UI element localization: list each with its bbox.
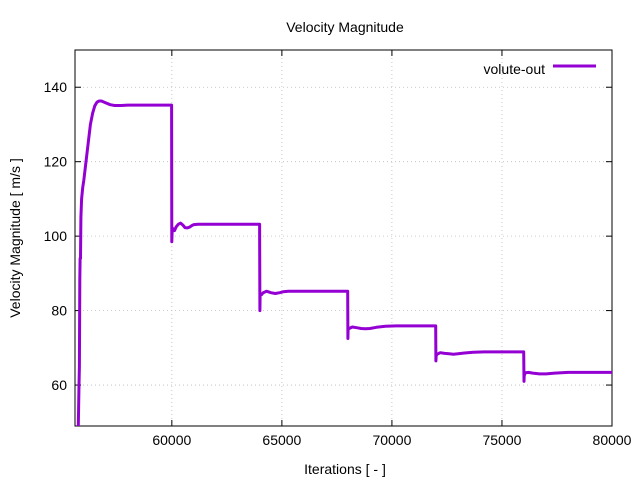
y-tick-label: 120 bbox=[44, 154, 68, 170]
y-axis-label: Velocity Magnitude [ m/s ] bbox=[7, 158, 23, 318]
y-tick-label: 60 bbox=[51, 377, 67, 393]
legend-label-volute-out: volute-out bbox=[484, 61, 546, 77]
axis-ticks: 60000 65000 70000 75000 80000 60 80 100 120 140 bbox=[44, 50, 632, 448]
x-axis-label: Iterations [ - ] bbox=[304, 461, 386, 477]
y-tick-label: 140 bbox=[44, 79, 68, 95]
x-tick-label: 65000 bbox=[262, 432, 301, 448]
series-line-volute-out bbox=[76, 99, 612, 427]
legend: volute-out bbox=[484, 61, 596, 77]
x-tick-label: 75000 bbox=[482, 432, 521, 448]
y-tick-label: 100 bbox=[44, 228, 68, 244]
x-tick-label: 70000 bbox=[372, 432, 411, 448]
chart-title: Velocity Magnitude bbox=[286, 19, 404, 35]
x-tick-label: 60000 bbox=[152, 432, 191, 448]
x-tick-label: 80000 bbox=[593, 432, 632, 448]
series-layer bbox=[76, 99, 612, 427]
plot-frame bbox=[74, 49, 613, 427]
y-tick-label: 80 bbox=[51, 303, 67, 319]
